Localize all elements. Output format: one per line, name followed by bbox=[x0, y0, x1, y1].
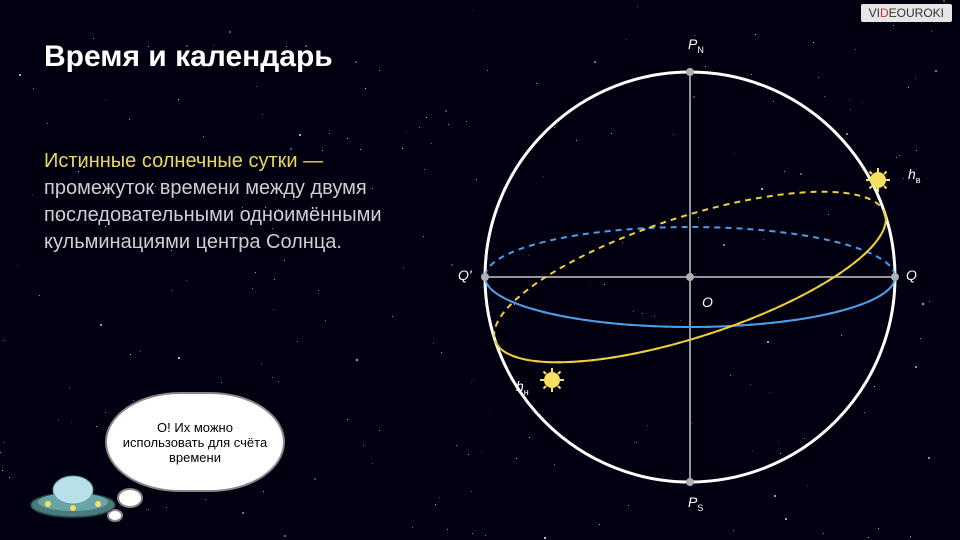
ufo-icon bbox=[28, 470, 118, 520]
definition-rest: промежуток времени между двумя последова… bbox=[44, 177, 382, 253]
definition-term: Истинные солнечные сутки — bbox=[44, 150, 323, 172]
thought-bubble: О! Их можно использовать для счёта време… bbox=[105, 392, 285, 492]
bubble-text: О! Их можно использовать для счёта време… bbox=[119, 420, 271, 465]
pole-s-point bbox=[686, 478, 694, 486]
watermark-text: VIDEOUROKI bbox=[869, 6, 944, 20]
qp-point bbox=[481, 273, 489, 281]
slide-title: Время и календарь bbox=[44, 40, 333, 74]
pole-n-point bbox=[686, 68, 694, 76]
watermark-badge: VIDEOUROKI bbox=[861, 4, 952, 22]
celestial-sphere-diagram bbox=[440, 42, 940, 512]
definition-text: Истинные солнечные сутки — промежуток вр… bbox=[44, 148, 424, 256]
ecliptic-front bbox=[495, 214, 903, 398]
sun-lower-icon bbox=[540, 368, 564, 392]
center-point bbox=[686, 273, 694, 281]
sun-upper-icon bbox=[866, 168, 890, 192]
sphere-group bbox=[476, 68, 903, 486]
q-point bbox=[891, 273, 899, 281]
bubble-body: О! Их можно использовать для счёта време… bbox=[105, 392, 285, 492]
